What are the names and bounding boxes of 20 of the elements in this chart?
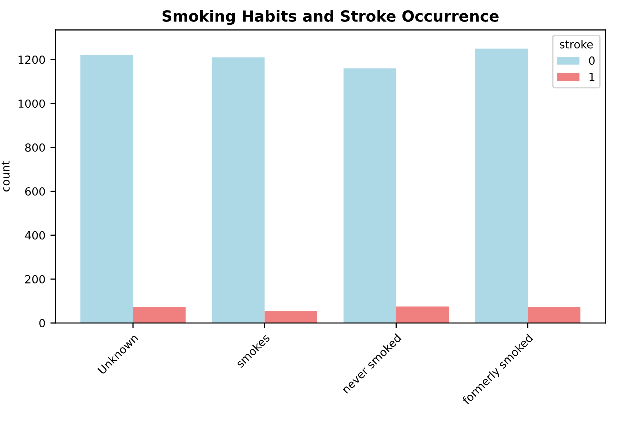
bar <box>475 48 528 324</box>
y-axis-title: count <box>2 161 10 192</box>
y-tick-label: 1200 <box>18 56 46 64</box>
bar <box>133 307 186 324</box>
y-tick-label: 0 <box>40 319 46 328</box>
chart-title: Smoking Habits and Stroke Occurrence <box>162 10 499 26</box>
bar <box>396 306 450 324</box>
legend-label: 0 <box>589 56 595 66</box>
legend-title: stroke <box>560 40 594 49</box>
bar <box>264 311 318 324</box>
bar <box>80 55 134 324</box>
y-tick-label: 400 <box>25 231 46 240</box>
y-tick-label: 1000 <box>18 100 46 108</box>
y-tick-label: 600 <box>25 188 46 196</box>
legend-label: 1 <box>590 73 595 82</box>
bar <box>212 58 265 324</box>
bar <box>528 307 581 324</box>
y-tick-label: 200 <box>26 275 46 284</box>
y-tick-label: 800 <box>25 144 46 152</box>
bar <box>344 68 396 324</box>
